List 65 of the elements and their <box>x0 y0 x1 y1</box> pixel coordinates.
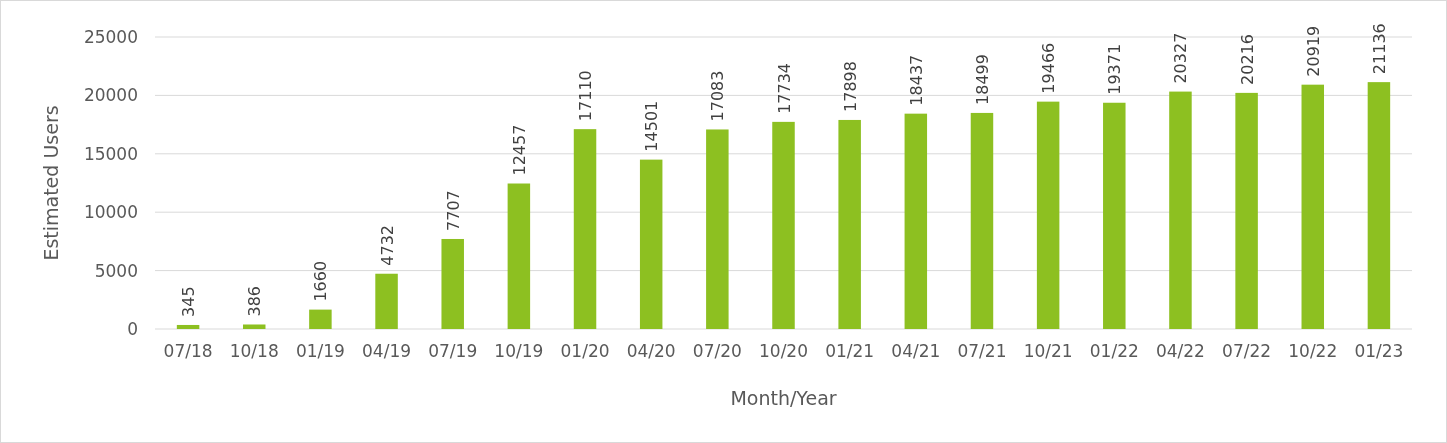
y-tick-label: 20000 <box>83 85 138 106</box>
x-tick-label: 10/19 <box>494 341 544 361</box>
data-label: 17083 <box>708 70 728 122</box>
data-label: 386 <box>245 285 265 317</box>
x-tick-label: 01/21 <box>825 341 875 361</box>
data-label: 12457 <box>509 124 529 176</box>
data-label: 20919 <box>1303 25 1323 77</box>
bar <box>1235 92 1258 329</box>
x-tick-label: 10/21 <box>1023 341 1073 361</box>
data-label: 21136 <box>1369 23 1389 75</box>
bar <box>706 129 729 329</box>
y-tick-label: 10000 <box>83 202 138 223</box>
x-tick-label: 04/19 <box>362 341 412 361</box>
bar <box>375 273 398 329</box>
x-tick-label: 07/19 <box>428 341 478 361</box>
data-label: 1660 <box>311 260 331 302</box>
bar <box>1103 102 1126 329</box>
data-label: 4732 <box>377 225 397 266</box>
y-tick-label: 15000 <box>83 143 138 164</box>
bar <box>507 183 531 329</box>
data-label: 18437 <box>906 54 926 106</box>
x-tick-label: 07/22 <box>1222 341 1272 361</box>
x-tick-label: 04/22 <box>1155 341 1205 361</box>
x-tick-label: 04/20 <box>626 341 676 361</box>
bar <box>176 324 200 329</box>
bar <box>639 159 663 329</box>
data-label: 345 <box>179 286 199 317</box>
x-axis-title: Month/Year <box>730 387 837 409</box>
x-tick-label: 07/18 <box>163 341 213 361</box>
x-tick-label: 07/21 <box>957 341 1007 361</box>
bar <box>242 324 266 329</box>
data-label: 7707 <box>443 190 463 231</box>
x-tick-label: 10/20 <box>759 341 808 361</box>
x-tick-label: 01/20 <box>560 341 610 361</box>
bar <box>1036 101 1060 329</box>
bar <box>1301 84 1325 329</box>
x-tick-label: 01/23 <box>1354 341 1404 361</box>
data-label: 14501 <box>642 100 662 152</box>
bar <box>1367 82 1391 329</box>
x-tick-label: 10/22 <box>1288 341 1338 361</box>
data-label: 17110 <box>576 70 596 122</box>
x-tick-label: 10/18 <box>229 341 279 361</box>
bar <box>772 121 795 329</box>
bar <box>838 119 861 329</box>
data-label: 18499 <box>972 54 992 105</box>
bar <box>970 112 994 329</box>
y-tick-label: 0 <box>127 318 138 339</box>
bar <box>1169 91 1192 329</box>
data-label: 17734 <box>774 62 794 114</box>
y-axis-title: Estimated Users <box>40 105 62 261</box>
x-tick-label: 04/21 <box>891 341 941 361</box>
bar <box>441 238 464 329</box>
x-tick-label: 07/20 <box>692 341 742 361</box>
bar <box>904 113 928 329</box>
data-label: 17898 <box>840 61 860 112</box>
y-tick-label: 5000 <box>94 260 138 281</box>
x-tick-label: 01/19 <box>295 341 345 361</box>
bar <box>573 129 597 329</box>
data-label: 20327 <box>1171 32 1191 84</box>
data-label: 19466 <box>1039 42 1059 94</box>
y-tick-label: 25000 <box>83 26 138 47</box>
data-label: 20216 <box>1237 33 1257 85</box>
data-label: 19371 <box>1105 43 1125 95</box>
bar <box>309 309 332 329</box>
x-tick-label: 01/22 <box>1089 341 1139 361</box>
